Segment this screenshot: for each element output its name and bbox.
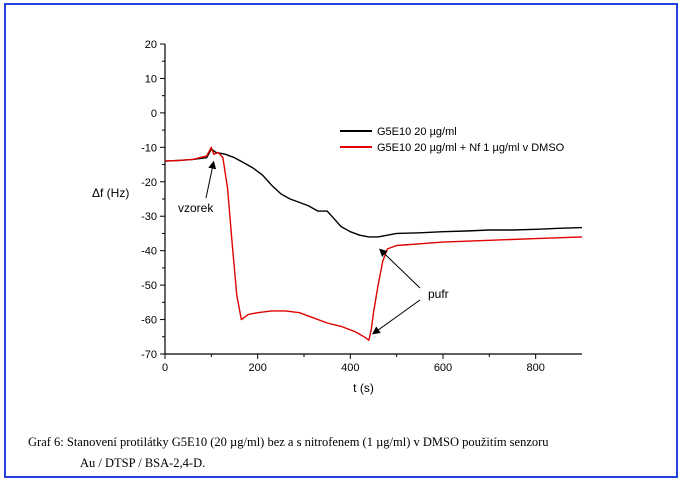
line-chart: 0 200 400 600 800 20 10 0 -10 -20 -30 -40 -50 -60 -70 t… bbox=[92, 39, 583, 395]
y-tick-label: -20 bbox=[141, 177, 157, 189]
y-tick-label: -30 bbox=[141, 211, 157, 223]
annotation-arrow-pufr-2 bbox=[372, 299, 421, 335]
x-tick-label: 0 bbox=[162, 362, 168, 374]
x-tick-label: 400 bbox=[341, 362, 359, 374]
annotation-vzorek: vzorek bbox=[178, 201, 214, 215]
y-tick-label: -10 bbox=[141, 142, 157, 154]
y-tick-label: -60 bbox=[141, 315, 157, 327]
series-line-2 bbox=[164, 146, 583, 341]
caption-line-2: Au / DTSP / BSA-2,4-D. bbox=[80, 456, 206, 470]
y-axis-label: Δf (Hz) bbox=[92, 186, 129, 200]
annotation-arrow-pufr-1 bbox=[379, 248, 421, 289]
caption-line-1: Graf 6: Stanovení protilátky G5E10 (20 µ… bbox=[28, 435, 549, 449]
legend-label-2: G5E10 20 µg/ml + Nf 1 µg/ml v DMSO bbox=[377, 142, 565, 154]
y-tick-label: -70 bbox=[141, 349, 157, 361]
y-tick-label: 0 bbox=[151, 108, 157, 120]
y-tick-label: 20 bbox=[145, 39, 157, 51]
x-tick-label: 800 bbox=[526, 362, 544, 374]
figure-frame bbox=[4, 3, 678, 478]
annotation-arrow-vzorek bbox=[205, 160, 217, 199]
series-line-1 bbox=[164, 148, 583, 238]
annotation-pufr: pufr bbox=[428, 287, 449, 301]
x-tick-label: 600 bbox=[434, 362, 452, 374]
legend-label-1: G5E10 20 µg/ml bbox=[377, 126, 457, 138]
figure-caption: Graf 6: Stanovení protilátky G5E10 (20 µ… bbox=[28, 432, 668, 474]
y-tick-label: -40 bbox=[141, 246, 157, 258]
y-tick-label: 10 bbox=[145, 73, 157, 85]
y-tick-label: -50 bbox=[141, 280, 157, 292]
x-tick-label: 200 bbox=[248, 362, 266, 374]
x-axis-label: t (s) bbox=[353, 381, 374, 395]
